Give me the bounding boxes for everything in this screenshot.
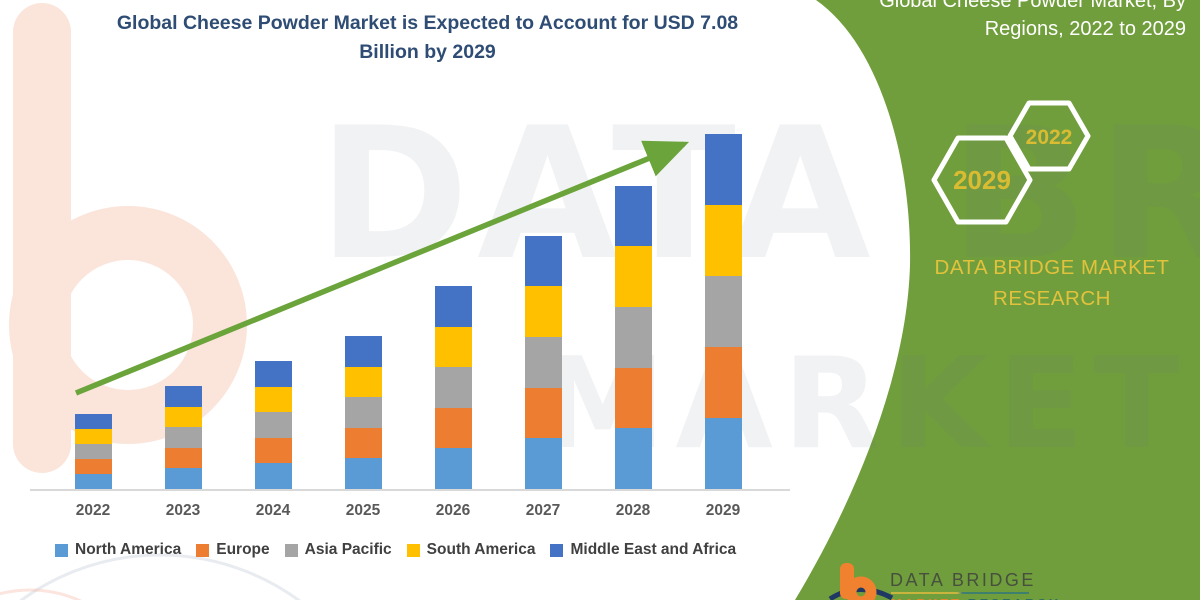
segment-2026-europe: [434, 407, 472, 449]
segment-2027-europe: [524, 387, 562, 439]
segment-2026-asia-pacific: [434, 367, 472, 408]
bar-column-2024: [228, 361, 318, 490]
legend-item-south-america: South America: [406, 541, 536, 559]
segment-2023-asia-pacific: [164, 427, 202, 448]
legend-label: Asia Pacific: [304, 541, 392, 558]
legend-swatch-north-america: [55, 543, 68, 557]
segment-2025-north-america: [344, 458, 382, 489]
bar-column-2025: [318, 336, 408, 489]
bar-2024: [254, 361, 292, 490]
chart-title-line1: Global Cheese Powder Market is Expected …: [116, 12, 739, 34]
segment-2023-europe: [164, 447, 202, 469]
bar-column-2029: [678, 134, 768, 489]
x-label-2028: 2028: [615, 502, 651, 519]
bar-column-2028: [588, 185, 678, 490]
bar-column-2023: [138, 386, 228, 490]
segment-2029-north-america: [704, 418, 742, 489]
footer-logo: DATA BRIDGE MARKET RESEARCH: [828, 561, 1158, 600]
legend-label: South America: [426, 541, 536, 558]
chart-title: Global Cheese Powder Market is Expected …: [55, 9, 800, 67]
bar-2028: [614, 185, 652, 490]
footer-logo-underline: [891, 592, 1029, 594]
bar-chart: [48, 134, 768, 490]
segment-2027-asia-pacific: [524, 337, 562, 388]
bar-2025: [344, 336, 382, 489]
segment-2024-north-america: [254, 463, 292, 490]
bar-column-2026: [408, 285, 498, 489]
x-label-2026: 2026: [435, 502, 471, 519]
green-side-panel: [795, 0, 1200, 600]
legend-label: Middle East and Africa: [570, 541, 737, 558]
segment-2022-europe: [74, 458, 112, 474]
segment-2023-north-america: [164, 468, 202, 490]
segment-2025-south-america: [344, 366, 382, 398]
bar-column-2027: [498, 235, 588, 489]
legend-swatch-europe: [196, 543, 210, 557]
footer-logo-b-icon: [828, 563, 894, 600]
green-panel-shape: [795, 0, 1200, 600]
bar-2022: [74, 413, 112, 490]
segment-2028-europe: [614, 367, 652, 429]
footer-logo-name: DATA BRIDGE: [890, 570, 1036, 590]
x-label-2024: 2024: [255, 502, 291, 519]
chart-legend: North America Europe Asia Pacific South Ame…: [55, 541, 736, 559]
legend-swatch-asia-pacific: [284, 543, 298, 557]
segment-2028-middle-east-and-africa: [614, 185, 652, 247]
x-label-2025: 2025: [345, 502, 381, 519]
segment-2029-asia-pacific: [704, 276, 742, 347]
segment-2028-south-america: [614, 246, 652, 307]
segment-2023-south-america: [164, 406, 202, 428]
segment-2024-asia-pacific: [254, 412, 292, 438]
x-label-2023: 2023: [165, 502, 201, 519]
legend-swatch-middle-east-and-africa: [550, 543, 564, 557]
segment-2024-south-america: [254, 386, 292, 413]
segment-2028-north-america: [614, 428, 652, 490]
bar-2027: [524, 235, 562, 489]
segment-2029-south-america: [704, 205, 742, 276]
footer-logo-subtitle: MARKET RESEARCH: [891, 596, 1061, 600]
chart-title-line2: Billion by 2029: [359, 41, 496, 63]
legend-item-north-america: North America: [55, 541, 181, 559]
legend-item-asia-pacific: Asia Pacific: [284, 541, 392, 559]
segment-2024-europe: [254, 437, 292, 464]
x-label-2027: 2027: [525, 502, 561, 519]
bar-2026: [434, 285, 472, 489]
segment-2024-middle-east-and-africa: [254, 361, 292, 387]
footer-logo-sub-research: RESEARCH: [968, 596, 1061, 600]
legend-item-middle-east-and-africa: Middle East and Africa: [550, 541, 736, 559]
footer-logo-sub-market: MARKET: [891, 596, 962, 600]
x-label-2029: 2029: [705, 502, 741, 519]
segment-2027-north-america: [524, 438, 562, 489]
legend-item-europe: Europe: [196, 541, 270, 559]
segment-2022-north-america: [74, 473, 112, 490]
segment-2025-middle-east-and-africa: [344, 336, 382, 367]
segment-2026-south-america: [434, 326, 472, 368]
segment-2022-asia-pacific: [74, 443, 112, 459]
segment-2028-asia-pacific: [614, 307, 652, 368]
segment-2029-middle-east-and-africa: [704, 134, 742, 205]
bar-column-2022: [48, 413, 138, 490]
segment-2025-europe: [344, 427, 382, 459]
segment-2026-middle-east-and-africa: [434, 285, 472, 327]
x-axis-labels: 2022 2023 2024 2025 2026 2027 2028 2029: [48, 502, 768, 520]
x-label-2022: 2022: [75, 502, 111, 519]
bar-2023: [164, 386, 202, 490]
legend-label: Europe: [216, 541, 270, 558]
segment-2025-asia-pacific: [344, 397, 382, 428]
segment-2027-middle-east-and-africa: [524, 235, 562, 287]
segment-2022-south-america: [74, 428, 112, 444]
segment-2026-north-america: [434, 448, 472, 489]
legend-label: North America: [75, 541, 182, 558]
segment-2022-middle-east-and-africa: [74, 413, 112, 429]
segment-2027-south-america: [524, 286, 562, 338]
bar-2029: [704, 134, 742, 489]
legend-swatch-south-america: [406, 543, 420, 557]
x-axis-line: [30, 489, 790, 491]
segment-2029-europe: [704, 347, 742, 418]
segment-2023-middle-east-and-africa: [164, 386, 202, 407]
